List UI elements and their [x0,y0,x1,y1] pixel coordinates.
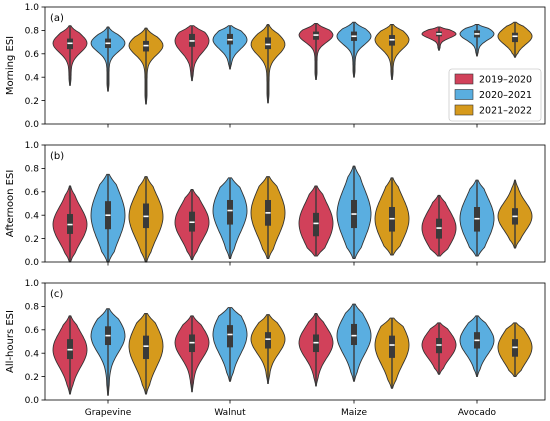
violin-2019–2020-Maize [298,22,334,80]
legend: 2019–2020 2020–2021 2021–2022 [448,68,542,122]
legend-label: 2021–2022 [479,106,532,117]
x-tick-label: Walnut [214,408,246,418]
plot-frame [44,144,546,263]
x-tick-label: Maize [341,408,368,418]
x-tick-label: Avocado [458,408,497,418]
violin-2019–2020-Grapevine [52,25,88,86]
violin-iqr-box [512,32,518,43]
violin-2021–2022-Maize [374,177,410,256]
violin-2019–2020-Grapevine [52,185,88,263]
y-tick-label: 0.6 [25,188,40,198]
violin-iqr-box [351,323,357,346]
panel-2: 0.0 0.2 0.4 0.6 0.8 1.0 Afternoon ESI (b) [5,141,546,268]
y-tick-label: 1.0 [25,3,40,13]
violin-2021–2022-Avocado [497,322,533,378]
y-tick-label: 0.0 [25,258,40,268]
legend-label: 2020–2021 [479,90,532,101]
violin-2020–2021-Maize [336,165,372,259]
violin-2021–2022-Avocado [497,179,533,249]
y-axis-label: Afternoon ESI [5,170,16,238]
violin-2019–2020-Walnut [174,25,210,82]
y-tick-label: 0.4 [25,211,40,221]
violin-2021–2022-Walnut [250,24,286,104]
violin-2021–2022-Maize [374,24,410,80]
violin-2020–2021-Walnut [212,177,248,259]
violin-2019–2020-Walnut [174,189,210,261]
y-tick-label: 0.6 [25,326,40,336]
violin-2019–2020-Avocado [421,26,457,51]
y-tick-label: 1.0 [25,141,40,151]
y-axis-label: Morning ESI [5,36,16,95]
violin-iqr-box [227,199,233,225]
violin-2020–2021-Maize [336,303,372,382]
violin-iqr-box [265,332,271,349]
violin-2021–2022-Walnut [250,176,286,259]
violin-2020–2021-Avocado [459,179,495,257]
legend-label: 2019–2020 [479,75,532,86]
y-axis-label: All-hours ESI [5,310,16,373]
panel-label: (c) [50,289,63,300]
y-tick-label: 0.0 [25,396,40,406]
plot-frame [44,6,546,125]
violin-2021–2022-Grapevine [128,312,164,395]
violin-2020–2021-Grapevine [90,308,126,396]
violin-2020–2021-Grapevine [90,173,126,263]
violin-2020–2021-Walnut [212,25,248,70]
violin-2019–2020-Maize [298,312,334,387]
legend-swatch [454,73,474,85]
panel-label: (a) [50,13,64,24]
violin-2020–2021-Avocado [459,315,495,378]
violin-2021–2022-Avocado [497,21,533,58]
y-tick-label: 0.8 [25,27,40,37]
y-tick-label: 0.6 [25,50,40,60]
y-tick-label: 0.2 [25,235,39,245]
y-tick-label: 0.2 [25,97,39,107]
violin-iqr-box [313,212,319,237]
violin-2021–2022-Maize [374,317,410,389]
violin-2019–2020-Avocado [421,322,457,375]
plot-frame [44,282,546,401]
violin-2020–2021-Avocado [459,24,495,57]
panel-3: 0.0 0.2 0.4 0.6 0.8 1.0 Grapevine Walnut Maize Av… [5,279,546,418]
y-tick-label: 0.8 [25,165,40,175]
y-tick-label: 0.2 [25,373,39,383]
violin-iqr-box [265,37,271,50]
violin-2019–2020-Walnut [174,315,210,393]
violin-2021–2022-Grapevine [128,27,164,105]
legend-swatch [454,104,474,116]
y-tick-label: 1.0 [25,279,40,289]
y-tick-label: 0.0 [25,120,40,130]
violin-2019–2020-Maize [298,185,334,257]
violin-2021–2022-Grapevine [128,176,164,263]
x-tick-label: Grapevine [85,408,132,418]
legend-swatch [454,89,474,100]
panel-1: 0.0 0.2 0.4 0.6 0.8 1.0 Morning ESI (a) 2019–202… [5,3,546,130]
violin-iqr-box [389,335,395,358]
violin-2020–2021-Maize [336,21,372,78]
y-tick-label: 0.4 [25,73,40,83]
violin-2020–2021-Grapevine [90,26,126,92]
violin-iqr-box [227,325,233,348]
violin-2019–2020-Grapevine [52,315,88,395]
violin-2019–2020-Avocado [421,194,457,257]
violin-iqr-box [143,335,149,360]
y-tick-label: 0.8 [25,303,40,313]
violin-2021–2022-Walnut [250,314,286,385]
y-tick-label: 0.4 [25,349,40,359]
violin-2020–2021-Walnut [212,307,248,382]
panel-label: (b) [50,151,64,162]
